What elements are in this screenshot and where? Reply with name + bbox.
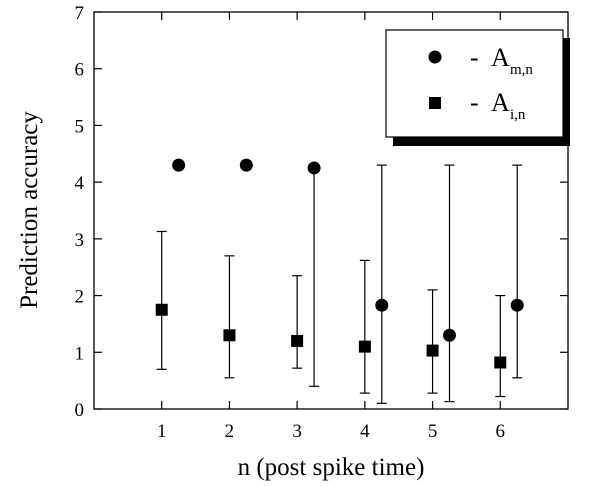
y-tick-label: 5 xyxy=(75,116,85,137)
y-tick-label: 1 xyxy=(75,343,85,364)
data-point-square xyxy=(426,344,439,357)
y-tick-label: 2 xyxy=(75,287,85,308)
legend-marker-circle xyxy=(428,50,442,64)
y-tick-label: 0 xyxy=(75,400,85,421)
y-tick-label: 7 xyxy=(75,3,85,24)
data-point-circle xyxy=(307,161,321,175)
x-axis-title: n (post spike time) xyxy=(238,454,425,481)
data-point-circle xyxy=(510,298,524,312)
y-axis-title: Prediction accuracy xyxy=(16,111,43,309)
data-markers xyxy=(155,158,524,369)
data-point-square xyxy=(291,334,304,347)
y-tick-label: 4 xyxy=(75,173,85,194)
legend-label-ai-dash: - xyxy=(470,88,479,117)
legend: - A m,n - A i,n xyxy=(385,29,570,146)
y-tick-label: 3 xyxy=(75,230,85,251)
legend-label-ai-sub: i,n xyxy=(510,107,526,123)
tick-labels: 0 1 2 3 4 5 6 7 1 2 3 4 5 6 xyxy=(75,3,506,442)
x-tick-label: 2 xyxy=(225,421,235,442)
data-point-circle xyxy=(375,298,389,312)
legend-label-ai: A xyxy=(491,88,510,117)
x-tick-label: 4 xyxy=(360,421,370,442)
data-point-circle xyxy=(172,158,186,172)
y-tick-label: 6 xyxy=(75,60,85,81)
legend-label-am: A xyxy=(491,43,510,72)
x-tick-label: 6 xyxy=(496,421,506,442)
data-point-square xyxy=(494,356,507,369)
error-bars xyxy=(156,164,523,404)
x-tick-label: 5 xyxy=(428,421,438,442)
data-point-square xyxy=(155,303,168,316)
legend-box xyxy=(385,29,564,138)
plot-frame xyxy=(93,11,569,410)
legend-label-am-dash: - xyxy=(470,43,479,72)
x-tick-label: 3 xyxy=(292,421,302,442)
x-tick-label: 1 xyxy=(157,421,167,442)
data-point-square xyxy=(358,340,371,353)
data-point-circle xyxy=(239,158,253,172)
legend-marker-square xyxy=(429,97,441,109)
data-point-square xyxy=(223,329,236,342)
legend-label-am-sub: m,n xyxy=(510,62,533,78)
data-point-circle xyxy=(443,328,456,342)
